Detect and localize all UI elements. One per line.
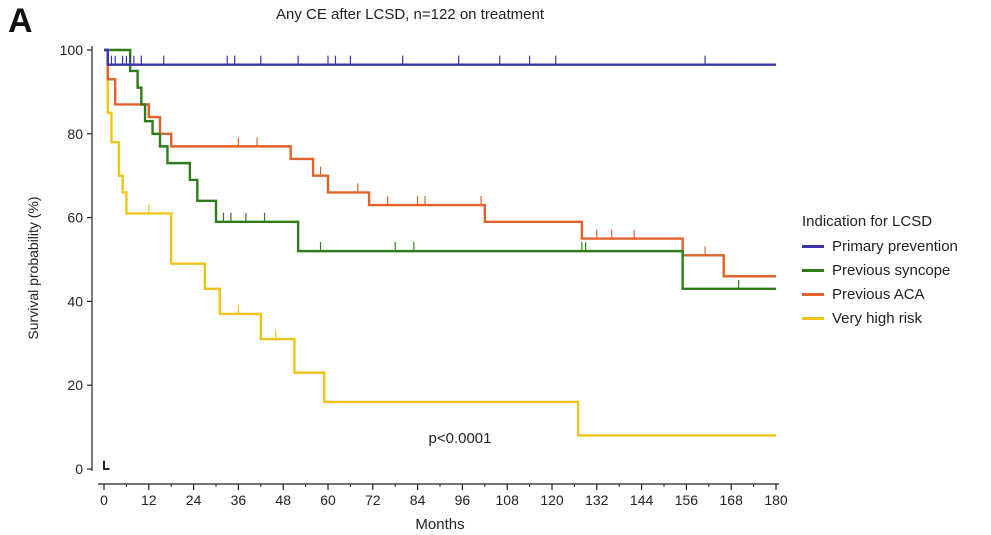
x-tick-label: 120	[540, 492, 564, 508]
x-tick-label: 144	[630, 492, 654, 508]
x-tick-label: 60	[320, 492, 336, 508]
x-tick-label: 168	[720, 492, 744, 508]
legend-swatch	[802, 316, 824, 320]
x-tick-label: 48	[275, 492, 291, 508]
x-tick-label: 180	[764, 492, 788, 508]
legend-label: Previous ACA	[832, 285, 925, 303]
series-line-3	[104, 48, 776, 437]
x-tick-label: 156	[675, 492, 699, 508]
origin-step	[103, 460, 110, 470]
x-tick-label: 72	[365, 492, 381, 508]
chart-title: Any CE after LCSD, n=122 on treatment	[275, 6, 545, 23]
series-line-2	[104, 48, 776, 278]
legend-swatch	[802, 268, 824, 272]
legend-item: Previous syncope	[802, 258, 958, 282]
p-value-annotation: p<0.0001	[429, 430, 492, 447]
legend-swatch	[802, 292, 824, 296]
x-tick-label: 108	[496, 492, 520, 508]
x-axis-label: Months	[415, 516, 464, 533]
x-tick-label: 84	[410, 492, 426, 508]
x-tick-label: 12	[141, 492, 157, 508]
legend-item: Primary prevention	[802, 234, 958, 258]
y-tick-label: 80	[67, 126, 83, 142]
legend-label: Primary prevention	[832, 237, 958, 255]
x-tick-label: 36	[231, 492, 247, 508]
series-line-1	[104, 48, 776, 291]
legend-item: Previous ACA	[802, 282, 958, 306]
y-tick-label: 20	[67, 377, 83, 393]
legend: Indication for LCSD Primary prevention Pr…	[802, 213, 958, 330]
x-tick-label: 132	[585, 492, 609, 508]
legend-title: Indication for LCSD	[802, 213, 933, 230]
y-tick-label: 0	[75, 461, 83, 477]
legend-swatch	[802, 244, 824, 248]
chart-axes: 0 20 40 60 80 100 0 12 24 36 48 60 72 84 96 108 120 132 14…	[60, 42, 788, 508]
legend-items: Primary prevention Previous syncope Previo…	[802, 234, 958, 330]
x-tick-label: 96	[455, 492, 471, 508]
legend-item: Very high risk	[802, 306, 958, 330]
legend-label: Previous syncope	[832, 261, 951, 279]
panel-label: A	[8, 2, 33, 40]
series-line-0	[104, 48, 776, 66]
y-tick-label: 40	[67, 293, 83, 309]
y-axis-label: Survival probability (%)	[25, 196, 41, 339]
y-tick-label: 60	[67, 210, 83, 226]
y-tick-label: 100	[60, 42, 84, 58]
legend-label: Very high risk	[832, 309, 923, 327]
x-tick-label: 24	[186, 492, 202, 508]
series-layer	[103, 48, 776, 470]
x-tick-label: 0	[100, 492, 108, 508]
